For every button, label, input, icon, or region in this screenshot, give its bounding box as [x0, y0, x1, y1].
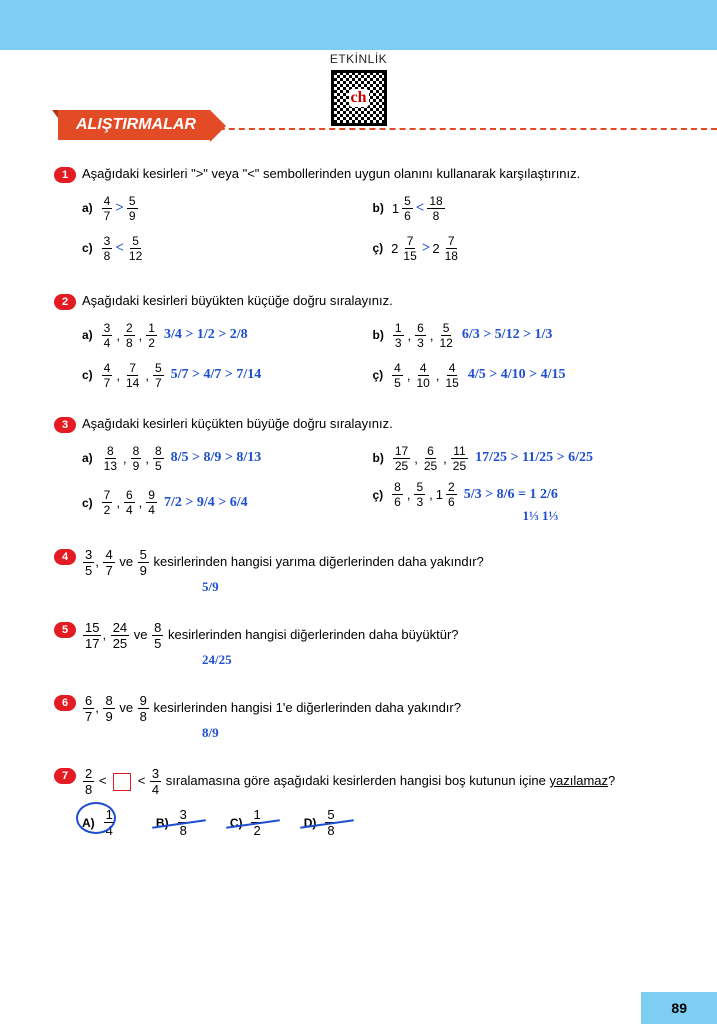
q4-answer: 5/9: [202, 579, 663, 595]
section-divider: ALIŞTIRMALAR: [58, 128, 717, 130]
q5-text: 1517, 2425 ve 85 kesirlerinden hangisi d…: [82, 621, 663, 650]
q7-opt-d: D) 58: [304, 808, 338, 837]
q1c: c) 38 < 512: [82, 231, 373, 265]
question-7: 7 28 < < 34 sıralamasına göre aşağıdaki …: [54, 767, 663, 837]
q1-text: Aşağıdaki kesirleri ">" veya "<" semboll…: [82, 166, 663, 181]
q3cc: ç) 86, 53, 126 5/3 > 8/6 = 1 2/6 1⅓ 1⅓: [373, 481, 664, 524]
qr-code: [331, 70, 387, 126]
q1cc-answer: >: [422, 240, 431, 257]
top-bar: [0, 0, 717, 50]
q3a-answer: 8/5 > 8/9 > 8/13: [171, 450, 262, 466]
q5-badge: 5: [54, 622, 76, 638]
q2cc-answer: 4/5 > 4/10 > 4/15: [468, 367, 566, 383]
q2b-answer: 6/3 > 5/12 > 1/3: [462, 327, 553, 343]
q7-badge: 7: [54, 768, 76, 784]
q1-badge: 1: [54, 167, 76, 183]
q2b: b) 13, 63, 512 6/3 > 5/12 > 1/3: [373, 318, 664, 352]
content: 1 Aşağıdaki kesirleri ">" veya "<" sembo…: [0, 140, 717, 837]
q3a: a) 813, 89, 85 8/5 > 8/9 > 8/13: [82, 441, 373, 475]
q7-opt-c: C) 12: [230, 808, 264, 837]
question-2: 2 Aşağıdaki kesirleri büyükten küçüğe do…: [54, 293, 663, 398]
q4-badge: 4: [54, 549, 76, 565]
q2-text: Aşağıdaki kesirleri büyükten küçüğe doğr…: [82, 293, 663, 308]
question-5: 5 1517, 2425 ve 85 kesirlerinden hangisi…: [54, 621, 663, 676]
q7-options: A) 14 B) 38 C) 12 D): [82, 808, 663, 837]
q3b-answer: 17/25 > 11/25 > 6/25: [475, 450, 593, 466]
question-1: 1 Aşağıdaki kesirleri ">" veya "<" sembo…: [54, 166, 663, 271]
q2a-answer: 3/4 > 1/2 > 2/8: [164, 327, 248, 343]
page-number: 89: [641, 992, 717, 1024]
page: ETKİNLİK ALIŞTIRMALAR 1 Aşağıdaki kesirl…: [0, 0, 717, 1024]
q1b: b) 156 < 188: [373, 191, 664, 225]
ribbon-title: ALIŞTIRMALAR: [58, 110, 210, 140]
q5-answer: 24/25: [202, 652, 663, 668]
q6-answer: 8/9: [202, 725, 663, 741]
q4-text: 35, 47 ve 59 kesirlerinden hangisi yarım…: [82, 548, 663, 577]
q2cc: ç) 45, 410, 415 4/5 > 4/10 > 4/15: [373, 358, 664, 392]
q6-badge: 6: [54, 695, 76, 711]
q6-text: 67, 89 ve 98 kesirlerinden hangisi 1'e d…: [82, 694, 663, 723]
q1c-answer: <: [115, 240, 124, 257]
q1cc: ç) 2715 > 2718: [373, 231, 664, 265]
q1a: a) 47 > 59: [82, 191, 373, 225]
q7-opt-a: A) 14: [82, 808, 116, 837]
qr-label: ETKİNLİK: [0, 52, 717, 66]
empty-box: [113, 773, 131, 791]
q2c-answer: 5/7 > 4/7 > 7/14: [171, 367, 262, 383]
q3cc-answer: 5/3 > 8/6 = 1 2/6: [464, 487, 558, 503]
q1b-answer: <: [416, 200, 425, 217]
q7-opt-b: B) 38: [156, 808, 190, 837]
question-4: 4 35, 47 ve 59 kesirlerinden hangisi yar…: [54, 548, 663, 603]
q2a: a) 34, 28, 12 3/4 > 1/2 > 2/8: [82, 318, 373, 352]
q3-text: Aşağıdaki kesirleri küçükten büyüğe doğr…: [82, 416, 663, 431]
question-6: 6 67, 89 ve 98 kesirlerinden hangisi 1'e…: [54, 694, 663, 749]
q1a-answer: >: [115, 200, 124, 217]
q3c-answer: 7/2 > 9/4 > 6/4: [164, 495, 248, 511]
q3b: b) 1725, 625, 1125 17/25 > 11/25 > 6/25: [373, 441, 664, 475]
circle-mark: [76, 802, 116, 834]
q3c: c) 72, 64, 94 7/2 > 9/4 > 6/4: [82, 481, 373, 524]
q3-badge: 3: [54, 417, 76, 433]
q2c: c) 47, 714, 57 5/7 > 4/7 > 7/14: [82, 358, 373, 392]
q7-text: 28 < < 34 sıralamasına göre aşağıdaki ke…: [82, 767, 663, 796]
q2-badge: 2: [54, 294, 76, 310]
q3cc-answer2: 1⅓ 1⅓: [523, 508, 559, 524]
question-3: 3 Aşağıdaki kesirleri küçükten büyüğe do…: [54, 416, 663, 530]
section-ribbon: ALIŞTIRMALAR: [58, 110, 226, 142]
